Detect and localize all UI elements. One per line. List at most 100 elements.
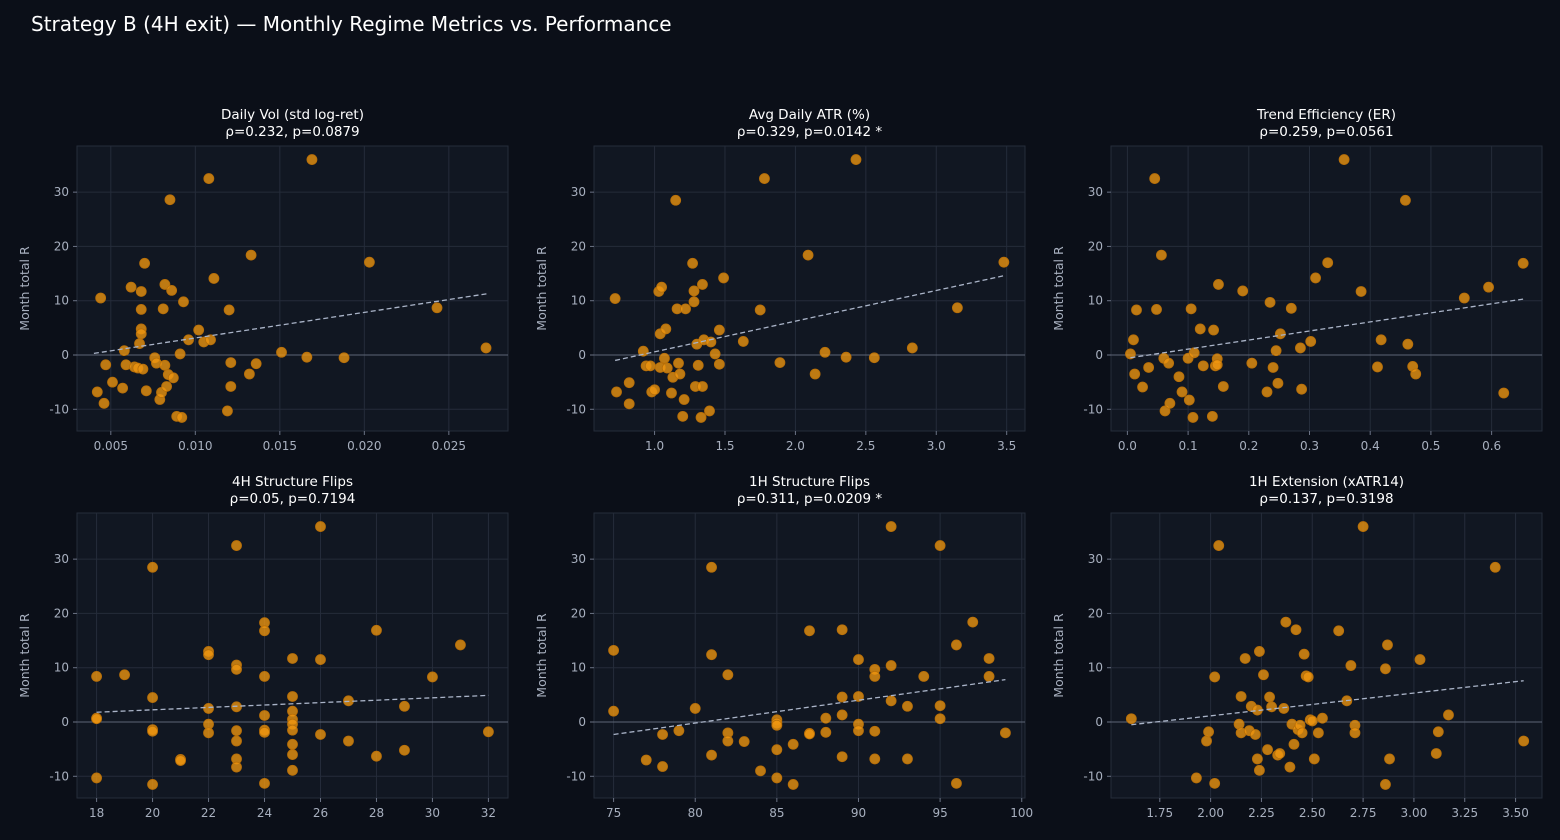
data-point	[868, 352, 880, 364]
data-point	[1498, 387, 1510, 399]
data-point	[802, 249, 814, 261]
data-point	[371, 750, 382, 762]
data-point	[431, 302, 443, 314]
data-point	[608, 705, 619, 717]
data-point	[718, 272, 729, 284]
data-point	[1306, 715, 1318, 727]
x-tick-label: 2.75	[1350, 806, 1377, 820]
data-point	[623, 398, 635, 410]
data-point	[1213, 279, 1224, 290]
data-point	[287, 724, 298, 736]
chart-subtitle: ρ=0.259, p=0.0561	[1259, 124, 1393, 140]
data-point	[1254, 764, 1265, 776]
x-tick-label: 2.5	[856, 439, 875, 453]
data-point	[709, 348, 721, 360]
data-point	[1125, 713, 1137, 725]
data-point	[1430, 748, 1442, 759]
data-point	[1203, 726, 1214, 738]
data-point	[853, 691, 864, 702]
data-point	[1317, 712, 1328, 724]
trend-line	[614, 275, 1005, 362]
data-point	[759, 173, 770, 184]
data-point	[225, 381, 237, 392]
y-tick-label: 10	[571, 661, 586, 675]
data-point	[1345, 660, 1357, 671]
data-point	[1128, 334, 1139, 346]
data-point	[934, 713, 946, 725]
data-point	[1151, 303, 1162, 315]
data-point	[722, 735, 734, 747]
data-point	[608, 644, 619, 656]
data-point	[934, 700, 946, 712]
data-point	[259, 710, 270, 721]
data-point	[1375, 334, 1387, 346]
data-point	[697, 279, 708, 290]
data-point	[983, 653, 995, 664]
chart-panel-2: 1.0 1.5 2.0 2.5 3.0 3.5 -10 0 10 20 30 Month total …	[534, 107, 1026, 453]
data-point	[998, 256, 1010, 268]
data-point	[159, 279, 171, 290]
data-point	[1305, 336, 1317, 347]
x-tick-label: 85	[769, 806, 784, 820]
data-point	[100, 359, 112, 371]
data-point	[315, 729, 326, 740]
data-point	[869, 725, 881, 737]
data-point	[1410, 368, 1422, 380]
data-point	[1235, 691, 1247, 702]
x-tick-label: 0.010	[178, 439, 212, 453]
x-tick-label: 1.75	[1146, 806, 1173, 820]
data-point	[804, 625, 815, 637]
data-point	[193, 324, 205, 336]
data-point	[1288, 738, 1300, 750]
data-point	[885, 660, 897, 671]
y-tick-label: 10	[54, 294, 69, 308]
data-point	[1197, 360, 1209, 372]
chart-panel-6: 1.75 2.00 2.25 2.50 2.75 3.00 3.25 3.50 -10 0 10 20…	[1051, 474, 1543, 820]
data-point	[139, 257, 151, 269]
x-tick-label: 0.1	[1179, 439, 1198, 453]
data-point	[688, 296, 700, 308]
data-point	[343, 735, 354, 747]
chart-panel-5: 75 80 85 90 95 100 -10 0 10 20 30 Month total R 1H S…	[534, 474, 1033, 820]
data-point	[1414, 654, 1426, 665]
x-tick-label: 22	[201, 806, 216, 820]
data-point	[1217, 381, 1229, 392]
y-tick-label: 30	[54, 552, 69, 566]
data-point	[885, 695, 897, 707]
x-tick-label: 2.25	[1248, 806, 1275, 820]
data-point	[853, 654, 864, 665]
data-point	[315, 654, 326, 665]
data-point	[853, 725, 864, 737]
data-point	[687, 257, 698, 269]
data-point	[135, 303, 147, 315]
y-tick-label: -10	[49, 402, 69, 416]
data-point	[174, 348, 186, 360]
y-axis-label: Month total R	[534, 246, 549, 331]
chart-title: Daily Vol (std log-ret)	[221, 107, 364, 123]
y-tick-label: 20	[54, 239, 69, 253]
data-point	[1209, 671, 1221, 683]
data-point	[1237, 285, 1249, 297]
data-point	[705, 336, 717, 348]
data-point	[713, 324, 725, 336]
data-point	[657, 729, 668, 740]
data-point	[678, 394, 690, 405]
x-tick-label: 0.025	[432, 439, 466, 453]
x-tick-label: 2.0	[786, 439, 805, 453]
data-point	[119, 669, 130, 681]
trend-line	[96, 694, 489, 713]
y-tick-label: 10	[1088, 661, 1103, 675]
chart-title: 4H Structure Flips	[232, 474, 353, 490]
data-point	[205, 334, 216, 346]
data-point	[231, 735, 242, 747]
data-point	[91, 772, 102, 784]
y-tick-label: 0	[1095, 348, 1103, 362]
data-point	[306, 154, 318, 165]
data-point	[771, 719, 783, 731]
data-point	[809, 368, 821, 380]
data-point	[166, 284, 178, 296]
data-point	[1380, 663, 1391, 675]
y-axis-label: Month total R	[534, 613, 549, 698]
x-tick-label: 3.5	[997, 439, 1016, 453]
